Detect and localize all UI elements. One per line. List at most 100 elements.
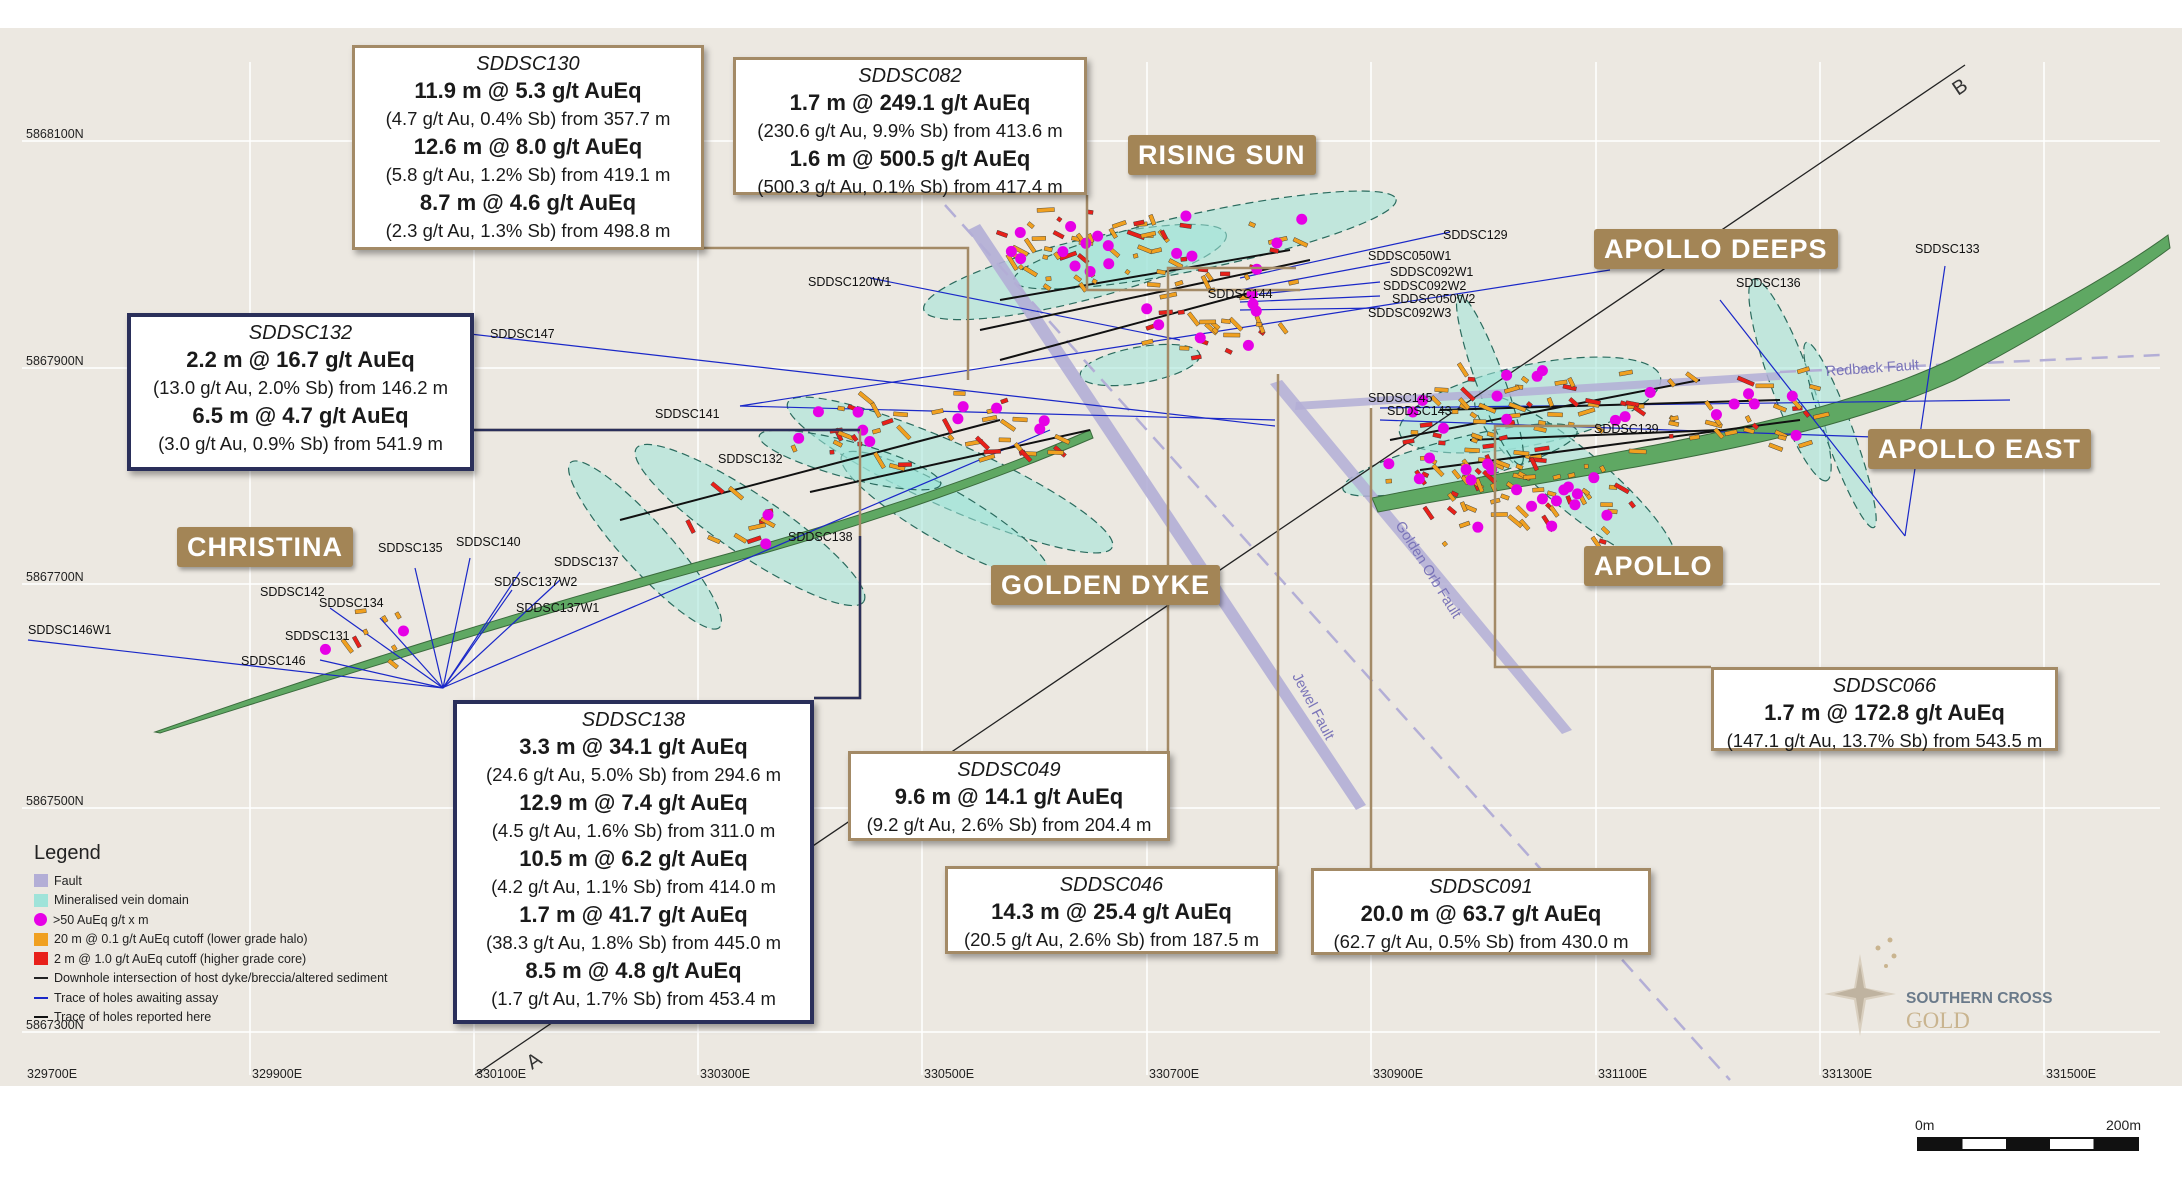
- high-grade-dot: [1619, 411, 1631, 423]
- intercept-mark: [953, 390, 966, 396]
- intercept-mark: [1812, 411, 1830, 420]
- intercept-mark: [1618, 369, 1633, 377]
- intercept-detail: (1.7 g/t Au, 1.7% Sb) from 453.4 m: [491, 988, 776, 1009]
- legend-label: Trace of holes reported here: [54, 1010, 212, 1025]
- intercept-mark: [850, 433, 859, 442]
- intercept-mark: [1045, 276, 1052, 282]
- high-grade-dot: [319, 643, 331, 655]
- intercept-mark: [1515, 463, 1524, 471]
- hole-reported: [999, 249, 1291, 301]
- intercept-mark: [1809, 384, 1822, 392]
- high-grade-dot: [1271, 237, 1283, 249]
- high-grade-dot: [1437, 422, 1449, 434]
- hole-awaiting: [1239, 281, 1381, 297]
- intercept-mark: [1224, 347, 1233, 355]
- intercept-mark: [1042, 254, 1049, 260]
- callout-leader: [704, 246, 970, 380]
- hole-label: SDDSC050W2: [1392, 292, 1475, 306]
- legend-item-dot: >50 AuEq g/t x m: [34, 910, 454, 930]
- intercept-mark: [1174, 279, 1184, 287]
- easting-label: 330300E: [700, 1067, 750, 1081]
- high-grade-dot: [812, 406, 824, 418]
- halo-swatch-icon: [34, 932, 48, 946]
- legend-label: 2 m @ 1.0 g/t AuEq cutoff (higher grade …: [54, 951, 307, 966]
- hole-label: SDDSC092W2: [1383, 279, 1466, 293]
- hole-id: SDDSC132: [248, 322, 353, 344]
- intercept: 10.5 m @ 6.2 g/t AuEq: [519, 846, 748, 871]
- intercept-mark: [790, 444, 798, 453]
- hole-awaiting: [442, 571, 521, 689]
- intercept-mark: [1529, 456, 1539, 472]
- high-grade-dot: [1491, 390, 1503, 402]
- high-grade-dot: [1057, 246, 1069, 258]
- high-grade-dot: [1296, 213, 1308, 225]
- intercept-detail: (24.6 g/t Au, 5.0% Sb) from 294.6 m: [485, 764, 782, 785]
- intercept-mark: [1632, 405, 1647, 417]
- intercept-mark: [1156, 269, 1166, 276]
- hole-label: SDDSC132: [718, 452, 783, 466]
- high-grade-dot: [762, 509, 774, 521]
- callout-leader-navy: [814, 536, 862, 700]
- intercept-mark: [1292, 237, 1309, 248]
- intercept-mark: [1577, 407, 1596, 417]
- hole-awaiting: [414, 567, 444, 689]
- intercept-mark: [1533, 425, 1547, 433]
- scale-start-label: 0m: [1915, 1117, 1935, 1133]
- intercept-mark: [1547, 411, 1563, 418]
- intercept-mark: [1042, 283, 1052, 292]
- scale-end-label: 200m: [2105, 1117, 2141, 1133]
- intercept-mark: [1456, 362, 1469, 378]
- intercept-mark: [1432, 432, 1442, 439]
- legend-label: Trace of holes awaiting assay: [54, 990, 219, 1005]
- intercept-mark: [759, 516, 776, 529]
- high-grade-dot: [1383, 458, 1395, 470]
- high-grade-dot: [864, 436, 876, 448]
- intercept-detail: (38.3 g/t Au, 1.8% Sb) from 445.0 m: [485, 932, 782, 953]
- callout-sddsc138: SDDSC138 3.3 m @ 34.1 g/t AuEq (24.6 g/t…: [453, 700, 814, 1024]
- northing-label: 5867700N: [26, 570, 84, 584]
- intercept-mark: [1223, 332, 1241, 338]
- intercept-detail: (147.1 g/t Au, 13.7% Sb) from 543.5 m: [1726, 730, 2043, 751]
- intercept-mark: [1402, 438, 1415, 445]
- intercept: 12.9 m @ 7.4 g/t AuEq: [519, 790, 748, 815]
- redback-fault: [1295, 372, 1780, 410]
- hole-awaiting: [1719, 299, 1906, 537]
- callout-sddsc130: SDDSC130 11.9 m @ 5.3 g/t AuEq (4.7 g/t …: [352, 45, 704, 250]
- hole-awaiting: [442, 589, 513, 689]
- intercept-mark: [888, 462, 906, 472]
- intercept-mark: [872, 451, 886, 470]
- easting-label: 331100E: [1598, 1067, 1647, 1081]
- intercept: 8.7 m @ 4.6 g/t AuEq: [419, 190, 637, 215]
- intercept-mark: [1023, 237, 1037, 254]
- intercept-mark: [1146, 282, 1161, 288]
- high-grade-dot: [1536, 365, 1548, 377]
- high-grade-dot: [1644, 386, 1656, 398]
- high-grade-dot: [1460, 464, 1472, 476]
- intercept-mark: [1628, 448, 1647, 455]
- hole-labels: SDDSC129SDDSC050W1SDDSC092W1SDDSC092W2SD…: [28, 228, 1980, 668]
- intercept-mark: [1500, 493, 1510, 501]
- scale-bar-graphic: [1917, 1137, 2139, 1151]
- intercept: 11.9 m @ 5.3 g/t AuEq: [414, 78, 642, 103]
- high-grade-dot: [1571, 488, 1583, 500]
- intercept-mark: [1026, 221, 1035, 230]
- hole-label: SDDSC137W1: [516, 601, 599, 615]
- intercept-mark: [1036, 207, 1055, 213]
- intercept-mark: [394, 611, 402, 620]
- intercept-mark: [1568, 397, 1580, 408]
- intercept-mark: [1430, 395, 1442, 407]
- hole-label: SDDSC145: [1368, 391, 1433, 405]
- hole-label: SDDSC134: [319, 596, 384, 610]
- intercept-mark: [1190, 354, 1202, 361]
- intercept-mark: [1685, 371, 1700, 384]
- legend-item-host: Downhole intersection of host dyke/brecc…: [34, 969, 454, 989]
- high-grade-dot: [1601, 509, 1613, 521]
- intercept-mark: [978, 453, 996, 463]
- intercept-mark: [941, 417, 954, 435]
- intercept-mark: [1743, 427, 1755, 435]
- intercept-mark: [1534, 445, 1550, 453]
- high-grade-dot: [397, 625, 409, 637]
- intercept-mark: [1562, 383, 1577, 392]
- high-grade-dot: [1413, 473, 1425, 485]
- intercept: 1.7 m @ 41.7 g/t AuEq: [519, 902, 748, 927]
